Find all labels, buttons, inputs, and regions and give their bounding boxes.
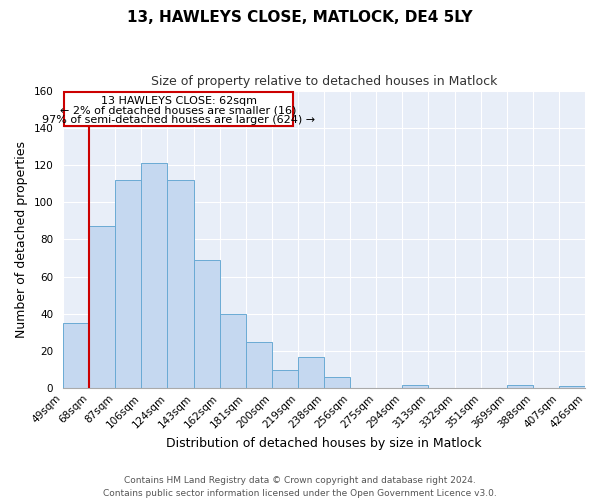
Bar [167, 180, 194, 388]
X-axis label: Distribution of detached houses by size in Matlock: Distribution of detached houses by size … [166, 437, 482, 450]
Text: ← 2% of detached houses are smaller (16): ← 2% of detached houses are smaller (16) [61, 106, 297, 116]
Text: 97% of semi-detached houses are larger (624) →: 97% of semi-detached houses are larger (… [42, 116, 315, 126]
Text: 13 HAWLEYS CLOSE: 62sqm: 13 HAWLEYS CLOSE: 62sqm [101, 96, 257, 106]
Bar [246, 342, 272, 388]
Bar [115, 180, 142, 388]
Text: 13, HAWLEYS CLOSE, MATLOCK, DE4 5LY: 13, HAWLEYS CLOSE, MATLOCK, DE4 5LY [127, 10, 473, 25]
Bar [324, 377, 350, 388]
Text: Contains HM Land Registry data © Crown copyright and database right 2024.
Contai: Contains HM Land Registry data © Crown c… [103, 476, 497, 498]
Bar [89, 226, 115, 388]
Bar [298, 356, 324, 388]
FancyBboxPatch shape [64, 92, 293, 126]
Bar [559, 386, 585, 388]
Bar [194, 260, 220, 388]
Bar [507, 384, 533, 388]
Bar [63, 323, 89, 388]
Title: Size of property relative to detached houses in Matlock: Size of property relative to detached ho… [151, 75, 497, 88]
Y-axis label: Number of detached properties: Number of detached properties [15, 141, 28, 338]
Bar [403, 384, 428, 388]
Bar [220, 314, 246, 388]
Bar [272, 370, 298, 388]
Bar [142, 163, 167, 388]
